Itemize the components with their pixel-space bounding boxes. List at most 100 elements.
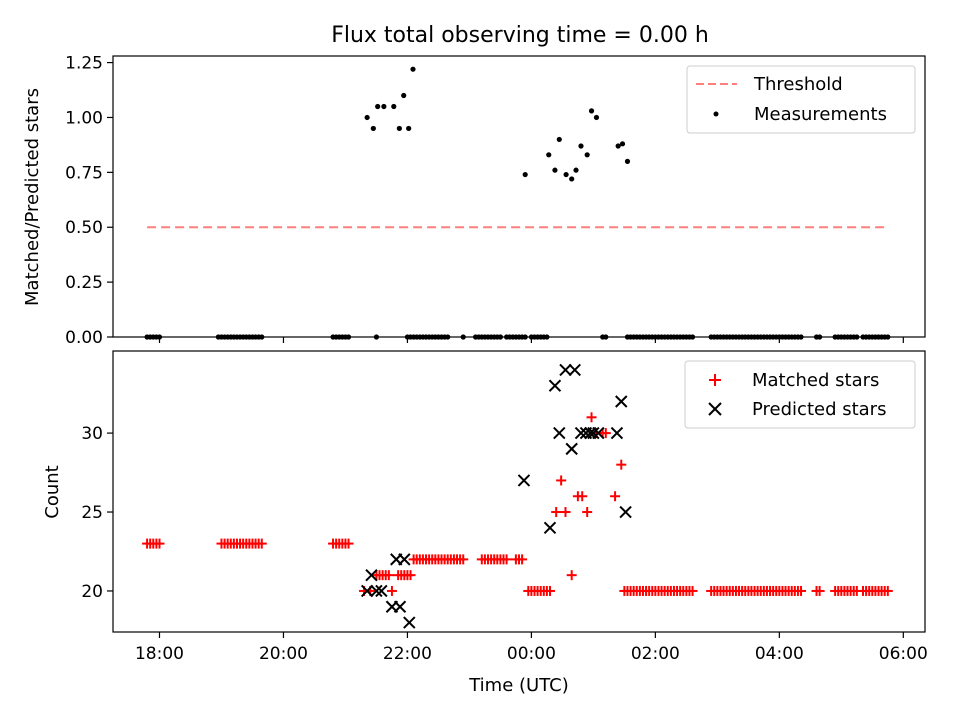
measurement-point <box>603 334 609 340</box>
x-tick-label: 02:00 <box>631 644 680 664</box>
measurement-point <box>391 103 397 110</box>
measurement-point <box>497 334 504 340</box>
measurement-point <box>406 125 412 132</box>
matched-star-point <box>556 475 567 486</box>
chart-title: Flux total observing time = 0.00 h <box>331 23 709 48</box>
x-axis-label: Time (UTC) <box>468 675 569 696</box>
measurement-point <box>689 334 696 340</box>
measurement-point <box>364 114 370 121</box>
bottom-plot: 20 25 30 18:00 20:00 22:00 00:00 02:00 04:00 06:… <box>42 350 928 696</box>
measurement-point <box>370 125 376 132</box>
bottom-x-axis: 18:00 20:00 22:00 00:00 02:00 04:00 06:00 <box>135 632 928 664</box>
measurement-point <box>345 334 352 340</box>
top-marks <box>144 66 891 340</box>
x-tick-label: 20:00 <box>259 644 308 664</box>
measurement-point <box>619 141 626 147</box>
top-y-tick-label: 0.00 <box>65 328 103 348</box>
measurement-point <box>373 334 380 340</box>
matched-star-point <box>560 507 571 518</box>
top-y-axis-label: Matched/Predicted stars <box>22 88 43 306</box>
legend-measurements-swatch <box>713 111 719 117</box>
top-y-tick-label: 0.75 <box>65 163 103 183</box>
measurement-point <box>401 92 407 99</box>
measurement-point <box>573 167 579 173</box>
matched-star-point <box>687 585 698 596</box>
measurement-point <box>522 334 528 340</box>
x-tick-label: 04:00 <box>755 644 804 664</box>
measurement-point <box>460 334 466 340</box>
predicted-star-point <box>360 584 374 598</box>
x-tick-label: 06:00 <box>879 644 928 664</box>
matched-star-point <box>343 538 354 549</box>
measurement-point <box>156 334 163 340</box>
bottom-y-tick-label: 20 <box>81 582 103 602</box>
top-legend: Threshold Measurements <box>686 65 916 134</box>
legend-threshold-label: Threshold <box>753 74 843 95</box>
predicted-star-point <box>393 600 407 613</box>
x-tick-label: 18:00 <box>135 644 184 664</box>
bottom-y-tick-label: 25 <box>81 503 103 523</box>
predicted-star-point <box>517 474 531 487</box>
matched-star-point <box>814 585 825 596</box>
predicted-star-point <box>615 395 628 408</box>
measurement-point <box>584 152 590 158</box>
measurement-point <box>563 171 569 178</box>
top-plot: 0.00 0.25 0.50 0.75 1.00 1.25 Matched/Predict… <box>22 54 926 348</box>
measurement-point <box>445 334 451 340</box>
x-tick-label: 22:00 <box>383 644 432 664</box>
measurement-point <box>556 136 562 143</box>
measurement-point <box>259 334 265 340</box>
matched-star-point <box>517 554 528 565</box>
bottom-marks <box>142 363 893 629</box>
predicted-star-point <box>365 568 378 582</box>
top-y-axis: 0.00 0.25 0.50 0.75 1.00 1.25 <box>65 54 113 348</box>
matched-star-point <box>256 538 267 549</box>
matched-star-point <box>544 585 555 596</box>
x-tick-label: 00:00 <box>507 644 556 664</box>
measurement-point <box>578 143 584 149</box>
predicted-star-point <box>548 379 562 392</box>
matched-star-point <box>577 491 588 502</box>
measurement-point <box>615 143 621 149</box>
bottom-y-axis-label: Count <box>42 465 63 518</box>
predicted-star-point <box>370 584 383 598</box>
matched-star-point <box>796 585 807 596</box>
predicted-star-point <box>403 616 416 629</box>
measurement-point <box>381 103 387 110</box>
predicted-star-point <box>543 521 557 535</box>
predicted-star-point <box>619 505 632 519</box>
predicted-star-point <box>592 426 605 440</box>
matched-star-point <box>582 507 593 518</box>
measurement-point <box>624 158 631 164</box>
matched-star-point <box>383 570 394 581</box>
measurement-point <box>593 114 600 121</box>
legend-measurements-label: Measurements <box>754 104 887 125</box>
matched-star-point <box>551 507 562 518</box>
legend-predicted-label: Predicted stars <box>752 399 886 420</box>
bottom-legend-box <box>684 360 916 429</box>
predicted-star-point <box>574 426 588 440</box>
bottom-y-axis: 20 25 30 <box>81 424 113 602</box>
measurement-point <box>375 103 381 110</box>
measurement-point <box>885 334 891 340</box>
top-y-tick-label: 0.50 <box>65 218 103 238</box>
measurement-point <box>588 108 595 114</box>
predicted-star-point <box>553 426 566 440</box>
matched-star-point <box>405 570 416 581</box>
bottom-legend: Matched stars Predicted stars <box>684 360 916 429</box>
measurement-point <box>569 176 575 182</box>
predicted-star-point <box>587 426 600 440</box>
matched-star-point <box>501 554 512 565</box>
predicted-star-point <box>565 442 578 456</box>
matched-star-point <box>386 585 397 596</box>
predicted-star-point <box>610 426 624 440</box>
measurement-point <box>522 171 528 178</box>
measurement-point <box>546 152 552 158</box>
measurement-point <box>552 167 558 173</box>
predicted-star-point <box>568 363 581 377</box>
matched-star-point <box>154 538 165 549</box>
measurement-point <box>396 125 402 132</box>
bottom-y-tick-label: 30 <box>81 424 103 444</box>
legend-predicted-swatch <box>708 402 722 416</box>
